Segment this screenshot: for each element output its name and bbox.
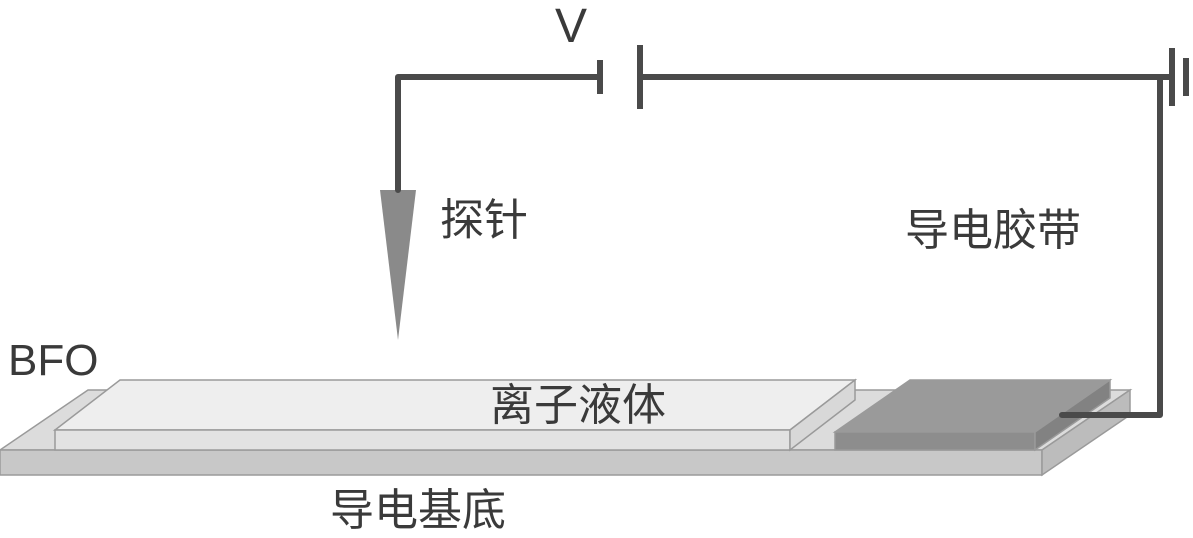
tape-front-face xyxy=(835,432,1035,450)
ionic-liquid-label: 离子液体 xyxy=(490,381,666,430)
substrate-front-face xyxy=(0,450,1042,475)
probe-label: 探针 xyxy=(440,196,528,245)
bfo-label: BFO xyxy=(8,336,98,385)
bfo-front-face xyxy=(55,430,790,450)
voltage-label: V xyxy=(555,0,587,53)
bfo-top-face xyxy=(55,380,855,430)
circuit-wire-right xyxy=(640,77,1160,415)
probe-needle-icon xyxy=(380,190,416,340)
bfo-layer-shape xyxy=(55,380,855,450)
conductive-tape-label: 导电胶带 xyxy=(905,206,1081,255)
voltage-source-icon xyxy=(600,45,640,109)
experiment-schematic: V 探针 导电胶带 离子液体 BFO 导电基底 xyxy=(0,0,1193,538)
ground-icon xyxy=(1160,48,1186,106)
conductive-substrate-label: 导电基底 xyxy=(330,486,506,535)
circuit-wire-left xyxy=(398,77,600,190)
